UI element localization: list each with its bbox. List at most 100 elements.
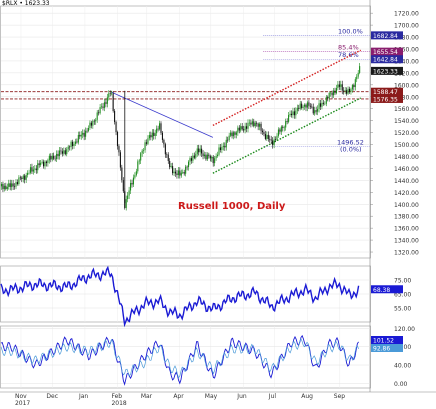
price-candle-body — [341, 84, 343, 91]
x-tick-label: Apr — [173, 393, 184, 400]
price-candle-body — [230, 132, 232, 136]
price-candle-body — [327, 97, 329, 99]
price-tick-label: 1540.00 — [394, 118, 419, 125]
price-candle-body — [130, 183, 132, 191]
price-candle-body — [150, 135, 152, 138]
price-candle-body — [243, 129, 245, 131]
rsi-last-label: 68.38 — [373, 287, 390, 294]
price-candle-body — [292, 111, 294, 116]
price-candle-body — [58, 150, 61, 157]
price-candle-body — [234, 132, 236, 135]
price-candle-body — [214, 158, 216, 164]
price-candle-body — [12, 183, 14, 187]
price-candle-body — [174, 171, 177, 174]
price-candle-body — [359, 66, 361, 73]
price-candle-body — [211, 156, 213, 159]
price-candle-body — [8, 183, 10, 187]
price-candle-body — [134, 175, 136, 178]
chart-title: Russell 1000, Daily — [178, 201, 286, 212]
price-candle-body — [173, 171, 175, 174]
price-candle-body — [270, 139, 272, 141]
price-candle-body — [324, 103, 326, 105]
price-candle-body — [34, 168, 36, 170]
price-candle-body — [201, 148, 203, 154]
price-candle-body — [202, 153, 204, 157]
price-candle-body — [344, 90, 346, 92]
price-candle-body — [257, 123, 259, 127]
ticker-label: $RLX • 1623.33 — [2, 0, 50, 7]
price-candle-body — [356, 76, 358, 80]
price-candle-body — [261, 130, 264, 133]
price-candle-body — [6, 186, 8, 190]
price-candle-body — [347, 88, 349, 94]
price-candle-body — [321, 102, 323, 107]
price-candle-body — [93, 120, 95, 122]
price-candle-body — [240, 126, 242, 131]
price-candle-body — [112, 93, 114, 111]
price-candle-body — [116, 131, 119, 147]
stoch-last-label: 92.86 — [373, 346, 390, 353]
price-candle-body — [108, 93, 110, 98]
price-candle-body — [256, 122, 258, 124]
price-candle-body — [205, 154, 207, 160]
price-candle-body — [314, 110, 316, 114]
price-candle-body — [82, 132, 84, 135]
price-candle-body — [217, 154, 219, 157]
price-candle-body — [195, 154, 197, 158]
price-candle-body — [50, 155, 52, 160]
price-candle-body — [47, 160, 49, 164]
price-candle-body — [143, 150, 145, 151]
price-candle-body — [86, 130, 88, 132]
price-candle-body — [334, 90, 336, 94]
price-candle-body — [228, 135, 230, 141]
price-candle-body — [74, 141, 76, 144]
price-candle-body — [57, 153, 59, 157]
price-candle-body — [3, 185, 5, 190]
price-candle-body — [350, 89, 352, 92]
price-candle-body — [306, 102, 308, 108]
x-tick-label: Nov — [15, 393, 27, 400]
price-candle-body — [32, 169, 34, 172]
price-candle-body — [160, 123, 162, 133]
price-candle-body — [119, 152, 121, 168]
x-tick-label: Aug — [301, 393, 313, 400]
x-tick-label: Feb — [111, 393, 122, 400]
price-candle-body — [185, 166, 187, 174]
price-candle-body — [16, 182, 18, 185]
price-candle-body — [238, 127, 240, 131]
x-tick-label: Mar — [141, 393, 153, 400]
price-label: 1588.47 — [373, 89, 398, 96]
price-candle-body — [14, 186, 16, 188]
price-candle-body — [154, 133, 156, 137]
price-candle-body — [102, 106, 104, 108]
stochastic-panel — [0, 325, 371, 389]
price-candle-body — [266, 134, 268, 139]
price-label: 1576.35 — [373, 96, 398, 103]
price-candle-body — [215, 156, 217, 159]
price-candle-body — [282, 126, 284, 128]
price-label-box — [371, 94, 403, 103]
price-tick-label: 1560.00 — [394, 106, 419, 113]
price-candle-body — [138, 160, 140, 162]
price-candle-body — [260, 123, 262, 131]
price-candle-body — [67, 146, 69, 150]
price-candle-body — [164, 144, 166, 155]
price-candle-body — [61, 151, 63, 154]
price-candle-body — [22, 175, 24, 179]
price-candle-body — [227, 139, 229, 141]
price-candle-body — [251, 121, 253, 125]
price-candle-body — [290, 113, 293, 116]
x-tick-label: Sep — [334, 393, 346, 400]
price-candle-body — [199, 148, 201, 153]
price-candle-body — [244, 126, 246, 131]
price-candle-body — [170, 166, 172, 168]
price-candle-body — [43, 161, 45, 167]
x-tick-label: Dec — [46, 393, 58, 400]
rsi-tick-label: 65.00 — [394, 292, 411, 299]
price-candle-body — [189, 158, 191, 162]
price-candle-body — [351, 85, 353, 90]
rsi-tick-label: 55.00 — [394, 306, 411, 313]
price-candle-body — [286, 121, 288, 122]
